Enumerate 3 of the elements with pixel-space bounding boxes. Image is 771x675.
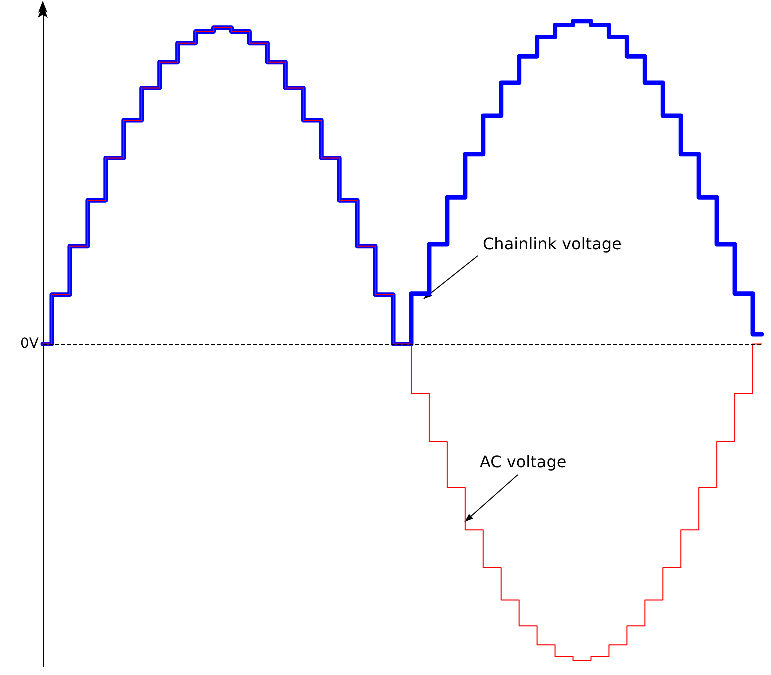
ref-line-label: 0V: [20, 336, 40, 352]
series-label: AC voltage: [480, 452, 567, 472]
text: Chainlink voltage: [483, 234, 622, 254]
